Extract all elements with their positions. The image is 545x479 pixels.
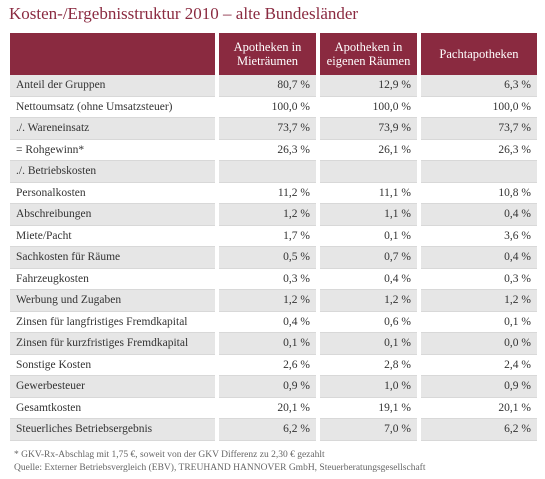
table-row: ./. Wareneinsatz 73,7 % 73,9 % 73,7 % [10, 118, 537, 140]
header-row: Apotheken in Mieträumen Apotheken in eige… [10, 33, 537, 75]
header-cell: Apotheken in Mieträumen [219, 33, 316, 75]
table-row: Anteil der Gruppen 80,7 % 12,9 % 6,3 % [10, 75, 537, 97]
cell [320, 161, 417, 183]
cell: 0,0 % [421, 333, 537, 355]
row-label: Gewerbesteuer [10, 376, 215, 398]
cell: 0,9 % [219, 376, 316, 398]
title: Kosten-/Ergebnisstruktur 2010 – alte Bun… [9, 4, 359, 23]
cell: 73,9 % [320, 118, 417, 140]
cell: 80,7 % [219, 75, 316, 97]
row-label: Miete/Pacht [10, 226, 215, 247]
row-label: Personalkosten [10, 183, 215, 204]
cell: 11,1 % [320, 183, 417, 204]
cell: 6,2 % [219, 419, 316, 441]
cell: 100,0 % [421, 97, 537, 118]
cell: 1,2 % [219, 290, 316, 312]
table-row: Sonstige Kosten 2,6 % 2,8 % 2,4 % [10, 355, 537, 376]
footnote: Quelle: Externer Betriebsvergleich (EBV)… [14, 463, 426, 473]
table-row: Miete/Pacht 1,7 % 0,1 % 3,6 % [10, 226, 537, 247]
cell: 0,1 % [421, 312, 537, 333]
table-row: ./. Betriebskosten [10, 161, 537, 183]
table-row: Steuerliches Betriebsergebnis 6,2 % 7,0 % 6… [10, 419, 537, 441]
cell: 1,7 % [219, 226, 316, 247]
table-row: Gewerbesteuer 0,9 % 1,0 % 0,9 % [10, 376, 537, 398]
cell: 0,3 % [421, 269, 537, 290]
row-label: Zinsen für kurzfristiges Fremdkapital [10, 333, 215, 355]
cell: 73,7 % [421, 118, 537, 140]
cell: 11,2 % [219, 183, 316, 204]
row-label: ./. Betriebskosten [10, 161, 215, 183]
header-cell: Apotheken in eigenen Räumen [320, 33, 417, 75]
cell: 0,4 % [320, 269, 417, 290]
table-row: = Rohgewinn* 26,3 % 26,1 % 26,3 % [10, 140, 537, 161]
cell: 2,8 % [320, 355, 417, 376]
cell: 1,1 % [320, 204, 417, 226]
cell: 7,0 % [320, 419, 417, 441]
cell: 0,7 % [320, 247, 417, 269]
cell: 6,2 % [421, 419, 537, 441]
cell: 73,7 % [219, 118, 316, 140]
cell: 3,6 % [421, 226, 537, 247]
cell: 0,4 % [421, 247, 537, 269]
cell: 12,9 % [320, 75, 417, 97]
cell: 0,4 % [421, 204, 537, 226]
row-label: Fahrzeugkosten [10, 269, 215, 290]
row-label: ./. Wareneinsatz [10, 118, 215, 140]
row-label: Nettoumsatz (ohne Umsatzsteuer) [10, 97, 215, 118]
row-label: = Rohgewinn* [10, 140, 215, 161]
row-label: Zinsen für langfristiges Fremdkapital [10, 312, 215, 333]
table: Apotheken in Mieträumen Apotheken in eige… [6, 33, 541, 441]
cell: 26,1 % [320, 140, 417, 161]
cell: 20,1 % [219, 398, 316, 419]
table-row: Fahrzeugkosten 0,3 % 0,4 % 0,3 % [10, 269, 537, 290]
cell: 20,1 % [421, 398, 537, 419]
cell: 0,4 % [219, 312, 316, 333]
row-label: Werbung und Zugaben [10, 290, 215, 312]
cell: 1,2 % [320, 290, 417, 312]
cell: 1,2 % [219, 204, 316, 226]
table-row: Zinsen für langfristiges Fremdkapital 0,4… [10, 312, 537, 333]
cell [421, 161, 537, 183]
cell: 100,0 % [320, 97, 417, 118]
cell: 0,3 % [219, 269, 316, 290]
cell: 10,8 % [421, 183, 537, 204]
table-row: Nettoumsatz (ohne Umsatzsteuer) 100,0 % 10… [10, 97, 537, 118]
cell: 0,6 % [320, 312, 417, 333]
cell: 100,0 % [219, 97, 316, 118]
cell: 2,4 % [421, 355, 537, 376]
cell: 0,1 % [320, 226, 417, 247]
cell: 1,0 % [320, 376, 417, 398]
row-label: Sonstige Kosten [10, 355, 215, 376]
cell: 6,3 % [421, 75, 537, 97]
cell: 0,9 % [421, 376, 537, 398]
footnotes: * GKV-Rx-Abschlag mit 1,75 €, soweit von… [14, 449, 425, 475]
table-row: Werbung und Zugaben 1,2 % 1,2 % 1,2 % [10, 290, 537, 312]
header-cell [10, 33, 215, 75]
cell [219, 161, 316, 183]
table-row: Personalkosten 11,2 % 11,1 % 10,8 % [10, 183, 537, 204]
row-label: Sachkosten für Räume [10, 247, 215, 269]
row-label: Steuerliches Betriebsergebnis [10, 419, 215, 441]
row-label: Abschreibungen [10, 204, 215, 226]
cell: 26,3 % [219, 140, 316, 161]
cell: 26,3 % [421, 140, 537, 161]
row-label: Anteil der Gruppen [10, 75, 215, 97]
header-cell: Pachtapotheken [421, 33, 537, 75]
row-label: Gesamtkosten [10, 398, 215, 419]
cell: 0,5 % [219, 247, 316, 269]
footnote: * GKV-Rx-Abschlag mit 1,75 €, soweit von… [14, 450, 325, 460]
cell: 19,1 % [320, 398, 417, 419]
table-row: Abschreibungen 1,2 % 1,1 % 0,4 % [10, 204, 537, 226]
table-row: Gesamtkosten 20,1 % 19,1 % 20,1 % [10, 398, 537, 419]
table-body: Anteil der Gruppen 80,7 % 12,9 % 6,3 % Netto… [10, 75, 537, 441]
cell: 1,2 % [421, 290, 537, 312]
table-row: Sachkosten für Räume 0,5 % 0,7 % 0,4 % [10, 247, 537, 269]
cell: 2,6 % [219, 355, 316, 376]
cell: 0,1 % [219, 333, 316, 355]
table-row: Zinsen für kurzfristiges Fremdkapital 0,1… [10, 333, 537, 355]
cell: 0,1 % [320, 333, 417, 355]
table-header: Apotheken in Mieträumen Apotheken in eige… [10, 33, 537, 75]
